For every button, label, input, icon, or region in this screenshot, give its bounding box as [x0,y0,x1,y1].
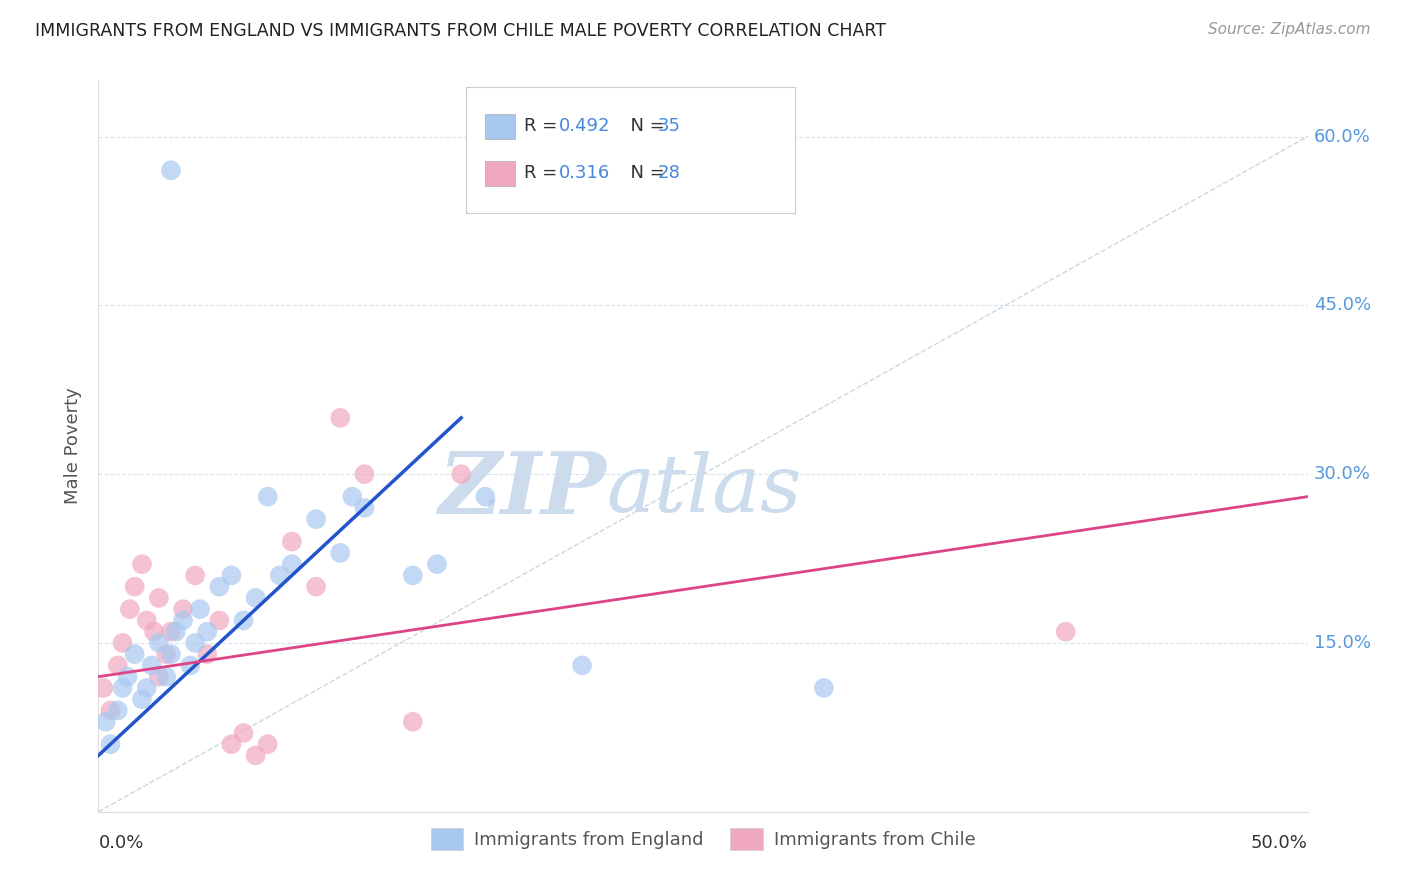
Point [135,614,157,628]
Point [188,602,211,616]
Point [165,624,187,639]
Point [155,647,177,661]
Text: R =: R = [524,118,562,136]
Y-axis label: Male Poverty: Male Poverty [65,388,83,504]
Point [94,714,117,729]
Point [305,512,328,526]
Point [450,467,472,482]
Point [256,490,278,504]
Point [141,658,163,673]
Point [148,636,170,650]
Point [208,580,231,594]
Point [91,681,114,695]
Legend: Immigrants from England, Immigrants from Chile: Immigrants from England, Immigrants from… [423,821,983,857]
Point [426,557,449,571]
Point [111,681,134,695]
Text: 50.0%: 50.0% [1251,834,1308,852]
Point [107,658,129,673]
Point [208,614,231,628]
Point [172,614,194,628]
Point [160,624,183,639]
Point [813,681,835,695]
Text: 0.0%: 0.0% [98,834,143,852]
Text: atlas: atlas [606,451,801,529]
Point [100,737,122,751]
Point [402,714,425,729]
Text: 28: 28 [658,164,681,182]
Point [342,490,364,504]
Point [117,670,139,684]
Text: 0.492: 0.492 [560,118,610,136]
Text: N =: N = [620,118,671,136]
Text: ZIP: ZIP [439,448,606,532]
Point [195,624,218,639]
Point [148,591,170,605]
Point [148,670,170,684]
Point [245,591,267,605]
Point [402,568,425,582]
Text: Source: ZipAtlas.com: Source: ZipAtlas.com [1208,22,1371,37]
Point [124,580,146,594]
Point [245,748,267,763]
Point [184,568,207,582]
Point [111,636,134,650]
Point [160,163,183,178]
Point [221,737,243,751]
Point [232,726,254,740]
Point [135,681,157,695]
Point [281,557,304,571]
Point [353,500,375,515]
Point [124,647,146,661]
Point [329,410,352,425]
Point [195,647,218,661]
Point [305,580,328,594]
Point [143,624,166,639]
Point [184,636,207,650]
Point [221,568,243,582]
Point [281,534,304,549]
Point [155,670,177,684]
Text: 0.316: 0.316 [560,164,610,182]
Point [353,467,375,482]
Point [100,703,122,717]
Text: 35: 35 [658,118,681,136]
Point [131,557,153,571]
Point [571,658,593,673]
Point [131,692,153,706]
Point [107,703,129,717]
Point [1054,624,1077,639]
Text: 30.0%: 30.0% [1313,465,1371,483]
Point [179,658,201,673]
Point [118,602,141,616]
Point [232,614,254,628]
Point [172,602,194,616]
Point [256,737,278,751]
Text: 15.0%: 15.0% [1313,634,1371,652]
Text: R =: R = [524,164,562,182]
Text: 60.0%: 60.0% [1313,128,1371,145]
Text: N =: N = [620,164,671,182]
Point [269,568,291,582]
Point [474,490,496,504]
Text: IMMIGRANTS FROM ENGLAND VS IMMIGRANTS FROM CHILE MALE POVERTY CORRELATION CHART: IMMIGRANTS FROM ENGLAND VS IMMIGRANTS FR… [35,22,886,40]
Point [160,647,183,661]
Text: 45.0%: 45.0% [1313,296,1371,314]
Point [329,546,352,560]
